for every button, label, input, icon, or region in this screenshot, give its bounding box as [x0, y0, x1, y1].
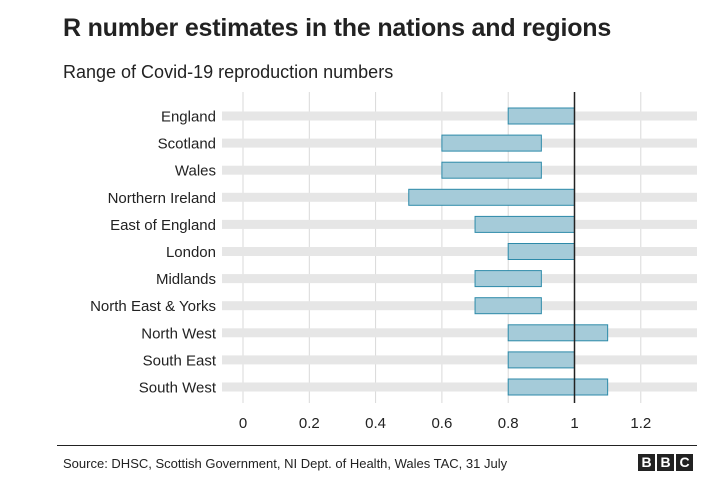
row-track	[222, 382, 697, 392]
x-tick-label: 1.2	[630, 415, 651, 432]
row-track	[222, 219, 697, 229]
logo-letter-b1: B	[638, 454, 655, 471]
row-track	[222, 247, 697, 256]
logo-letter-b2: B	[657, 454, 674, 471]
range-bar	[507, 107, 576, 125]
category-label: Wales	[175, 163, 216, 180]
category-label: Scotland	[158, 136, 216, 153]
range-bar	[507, 324, 609, 342]
range-bar	[507, 351, 576, 369]
category-label: Midlands	[156, 271, 216, 288]
row-track	[222, 301, 697, 311]
range-bar	[441, 161, 542, 179]
category-label: London	[166, 244, 216, 261]
footer-divider	[57, 445, 697, 446]
chart-title: R number estimates in the nations and re…	[63, 14, 612, 42]
category-label: Northern Ireland	[108, 190, 216, 207]
row-track	[222, 274, 697, 284]
source-note: Source: DHSC, Scottish Government, NI De…	[63, 456, 508, 471]
category-label: East of England	[110, 217, 216, 234]
range-bar	[507, 243, 576, 260]
chart-subtitle: Range of Covid-19 reproduction numbers	[63, 62, 394, 82]
x-tick-label: 0.2	[299, 415, 320, 432]
bbc-logo: B B C	[638, 454, 693, 471]
range-bar	[441, 134, 542, 152]
x-tick-label: 1	[570, 415, 578, 432]
row-track	[222, 111, 697, 121]
category-label: North East & Yorks	[90, 298, 216, 315]
x-tick-label: 0.8	[498, 415, 519, 432]
range-bar	[408, 188, 575, 206]
range-bar	[474, 270, 542, 288]
x-tick-label: 0.6	[431, 415, 452, 432]
logo-letter-c: C	[676, 454, 693, 471]
x-tick-label: 0	[239, 415, 247, 432]
range-bar	[474, 215, 575, 233]
category-label: South West	[139, 380, 217, 397]
category-label: North West	[141, 325, 217, 342]
category-label: England	[161, 109, 216, 126]
row-track	[222, 328, 697, 338]
category-label: South East	[143, 352, 217, 369]
row-track	[222, 355, 697, 365]
x-tick-label: 0.4	[365, 415, 386, 432]
range-bar	[474, 297, 542, 315]
r-number-range-chart: England Scotland Wales Northern Ireland East…	[90, 92, 697, 432]
range-bar	[507, 378, 609, 396]
